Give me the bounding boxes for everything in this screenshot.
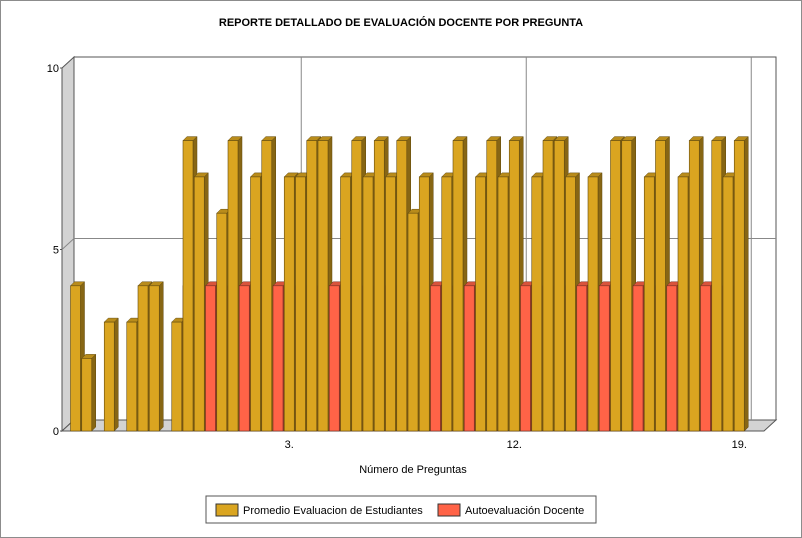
- bar-promedio: [81, 353, 97, 432]
- legend-swatch: [437, 503, 461, 517]
- x-axis-title: Número de Preguntas: [359, 464, 467, 476]
- x-tick-label: 12.: [507, 439, 522, 451]
- y-tick-label: 0: [53, 426, 59, 438]
- legend-label: Autoevaluación Docente: [465, 505, 584, 517]
- y-tick-label: 10: [47, 63, 59, 75]
- bar-promedio: [103, 317, 119, 432]
- legend-label: Promedio Evaluacion de Estudiantes: [243, 505, 423, 517]
- gridline-y-left: [61, 238, 75, 250]
- plot-area: 0 5 10 3. 12. 19.: [47, 55, 778, 451]
- chart-title: REPORTE DETALLADO DE EVALUACIÓN DOCENTE …: [219, 16, 583, 29]
- y-tick-label: 5: [53, 245, 59, 257]
- bar-promedio: [148, 281, 164, 432]
- legend-box: [205, 495, 597, 524]
- legend-swatch: [215, 503, 239, 517]
- x-tick-label: 3.: [285, 439, 294, 451]
- legend: Promedio Evaluacion de Estudiantes Autoev…: [205, 495, 597, 524]
- bar-promedio: [733, 135, 749, 432]
- x-tick-label: 19.: [732, 439, 747, 451]
